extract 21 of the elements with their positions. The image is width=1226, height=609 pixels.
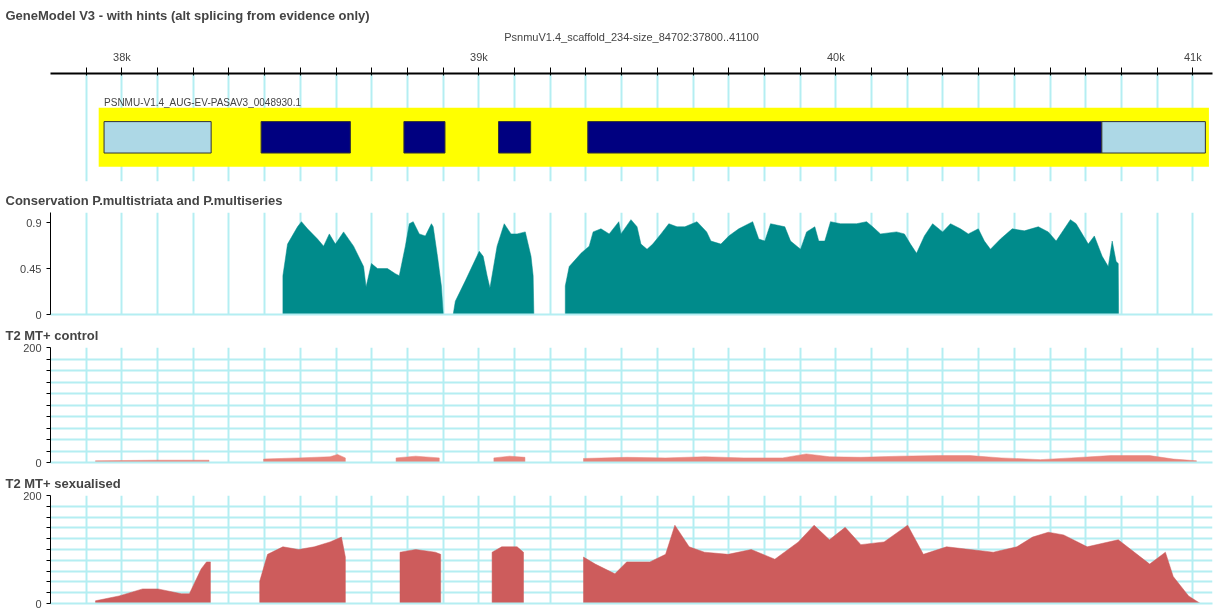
chart-title: T2 MT+ sexualised bbox=[5, 475, 121, 491]
x-tick-label: 41k bbox=[1184, 50, 1203, 63]
y-tick-label: 200 bbox=[23, 341, 42, 354]
chart-title: T2 MT+ control bbox=[5, 327, 99, 343]
chart-title: GeneModel V3 - with hints (alt splicing from evidence only) bbox=[5, 7, 370, 23]
x-axis-title: PsnmuV1.4_scaffold_234-size_84702:37800..41100 bbox=[504, 30, 759, 43]
y-tick-label: 200 bbox=[23, 489, 42, 502]
y-tick-label: 0 bbox=[35, 597, 42, 609]
y-tick-label: 0.9 bbox=[26, 216, 42, 229]
x-tick-label: 38k bbox=[113, 50, 132, 63]
y-tick-label: 0 bbox=[35, 308, 42, 321]
bar bbox=[403, 121, 446, 154]
y-tick-label: 0.45 bbox=[20, 262, 42, 275]
y-tick-label: 0 bbox=[35, 456, 42, 469]
annotation: PSNMU-V1.4_AUG-EV-PASAV3_0048930.1 bbox=[104, 96, 302, 108]
bar bbox=[260, 121, 351, 154]
bar bbox=[498, 121, 532, 154]
x-tick-label: 39k bbox=[470, 50, 489, 63]
bar bbox=[103, 121, 212, 154]
x-tick-label: 40k bbox=[827, 50, 846, 63]
chart-title: Conservation P.multistriata and P.multiseries bbox=[5, 192, 283, 208]
